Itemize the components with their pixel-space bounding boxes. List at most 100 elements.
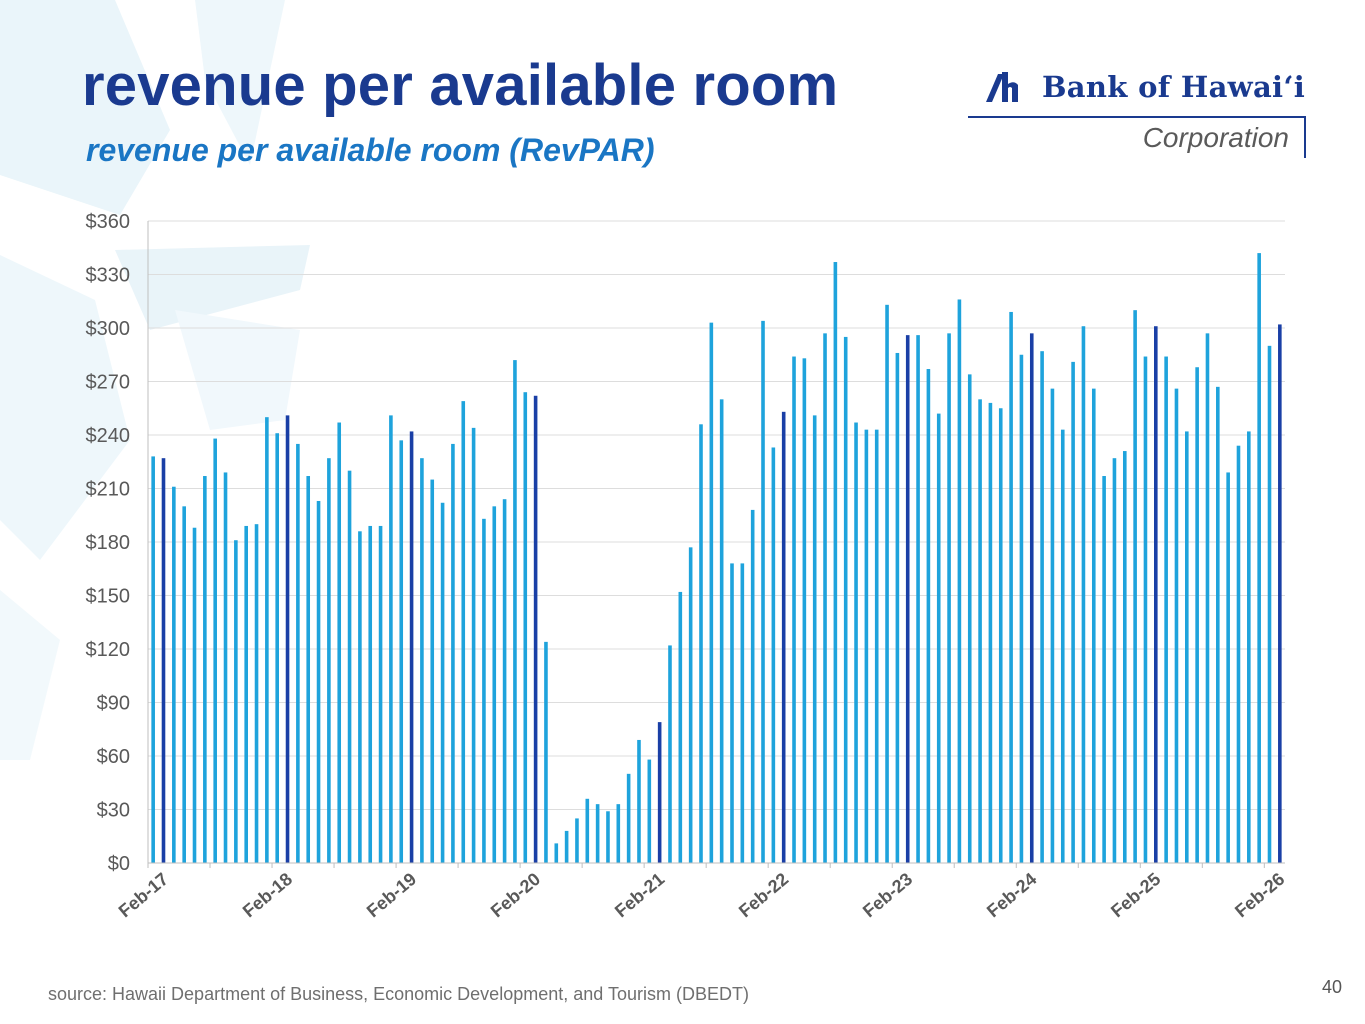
bar (316, 500, 321, 863)
bar (688, 547, 693, 863)
bar (854, 422, 858, 863)
bar (1247, 431, 1251, 863)
bar (296, 443, 300, 863)
bar (223, 472, 228, 863)
y-tick-label: $210 (86, 479, 131, 501)
chart-subtitle: revenue per available room (RevPAR) (86, 132, 655, 168)
bar (151, 456, 155, 863)
bar-feb (1029, 333, 1034, 864)
bar (678, 591, 683, 863)
bar (709, 322, 714, 863)
y-tick-label: $300 (86, 318, 131, 340)
bar (420, 458, 424, 863)
bar (740, 563, 745, 863)
bar (595, 804, 600, 863)
bar (699, 424, 703, 863)
bar (513, 360, 517, 863)
bar (368, 525, 373, 863)
bar-feb (781, 411, 786, 863)
bar (1143, 356, 1148, 863)
bar-feb (657, 722, 662, 863)
bar (843, 336, 848, 863)
bar (182, 506, 186, 863)
y-tick-label: $240 (86, 425, 131, 447)
bar (585, 798, 590, 863)
bar (1071, 361, 1075, 863)
source-note: source: Hawaii Department of Business, E… (48, 984, 749, 1004)
bar (1040, 351, 1044, 863)
bar (1205, 333, 1210, 864)
logo-divider (968, 116, 1306, 118)
x-tick-label: Feb-25 (1107, 869, 1164, 922)
bar (957, 299, 962, 864)
bar (1164, 356, 1168, 863)
bar-series (151, 253, 1282, 864)
background-decoration (0, 0, 310, 760)
bar (792, 356, 796, 863)
bar (874, 429, 879, 863)
bar (730, 563, 734, 863)
bar (967, 374, 972, 863)
bar (430, 479, 435, 863)
page-title: revenue per available room (82, 53, 839, 118)
x-tick-label: Feb-19 (363, 869, 420, 922)
bar (347, 470, 352, 863)
y-tick-label: $90 (97, 693, 130, 715)
bar (978, 399, 982, 863)
x-tick-label: Feb-18 (239, 869, 296, 922)
bar-feb (533, 395, 538, 863)
bar (482, 518, 486, 863)
y-tick-label: $330 (86, 265, 131, 287)
bar (492, 506, 497, 863)
bar (265, 417, 269, 863)
bar (1019, 354, 1024, 863)
bar (1185, 431, 1189, 863)
bar (761, 320, 765, 863)
bar (626, 773, 631, 863)
y-tick-label: $0 (108, 853, 130, 875)
bank-of-hawaii-mark-icon (986, 72, 1018, 102)
bar (988, 402, 993, 863)
y-tick-label: $60 (97, 746, 130, 768)
bar-feb (1278, 324, 1282, 863)
bar (833, 262, 838, 863)
x-tick-label: Feb-26 (1231, 869, 1288, 922)
bar (864, 429, 869, 863)
revpar-bar-chart: $0 $30 $60 $90 $120 $150 $180 $210 $240 $270 $300 $… (86, 211, 1289, 922)
bar (719, 399, 724, 863)
bar (234, 540, 238, 863)
bar (668, 645, 672, 863)
x-tick-label: Feb-23 (859, 869, 916, 922)
bar (1122, 451, 1127, 863)
y-tick-label: $180 (86, 532, 131, 554)
bar (244, 525, 248, 863)
bar (1112, 458, 1117, 863)
bar (254, 524, 259, 863)
y-tick-label: $120 (86, 639, 131, 661)
bar-feb (285, 415, 290, 863)
bar (947, 333, 951, 864)
bar (1226, 472, 1230, 863)
bar (1102, 476, 1106, 863)
y-tick-label: $270 (86, 372, 131, 394)
bar-feb (1154, 326, 1158, 864)
bar (637, 739, 641, 863)
bank-logo: Bank of Hawaiʻi Corporation (966, 62, 1311, 162)
bar (823, 333, 827, 864)
bar (575, 818, 579, 863)
bar (802, 358, 807, 863)
bar (1009, 311, 1013, 863)
bar (172, 486, 176, 863)
bar (812, 415, 817, 863)
x-tick-label: Feb-24 (983, 869, 1040, 922)
bar (337, 422, 342, 863)
logo-bank-name: Bank of Hawaiʻi (1042, 70, 1306, 104)
logo-divider-vertical (1304, 116, 1306, 158)
bar (523, 392, 528, 863)
y-tick-label: $30 (97, 800, 130, 822)
x-tick-label: Feb-22 (735, 869, 792, 922)
bar (554, 843, 559, 863)
bar (327, 458, 331, 863)
bar (471, 427, 476, 863)
y-tick-label: $360 (86, 211, 131, 233)
